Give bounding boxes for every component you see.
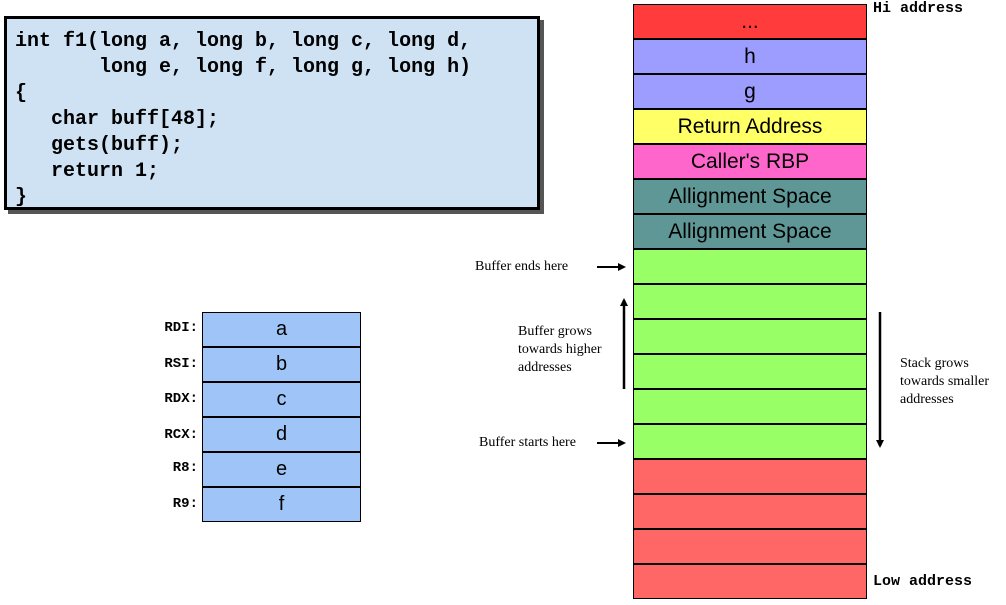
stack-grows-label: Stack grows towards smaller addresses xyxy=(900,355,989,409)
stack-cell xyxy=(633,564,867,599)
stack-cell xyxy=(633,494,867,529)
code-line: long e, long f, long g, long h) xyxy=(15,55,471,81)
register-name-rcx: RCX: xyxy=(138,427,198,443)
register-name-rdi: RDI: xyxy=(138,320,198,336)
code-box: int f1(long a, long b, long c, long d, l… xyxy=(4,16,540,210)
code-line: return 1; xyxy=(15,159,159,185)
stack-cell xyxy=(633,319,867,354)
stack-cell xyxy=(633,389,867,424)
stack-grows-line: towards smaller xyxy=(900,373,989,391)
buffer-grows-line: Buffer grows xyxy=(518,323,602,341)
stack-grows-line: addresses xyxy=(900,391,989,409)
stack-cell: Allignment Space xyxy=(633,179,867,214)
stack-grows-line: Stack grows xyxy=(900,355,989,373)
stack-cell xyxy=(633,424,867,459)
hi-address-label: Hi address xyxy=(873,0,963,17)
buffer-grows-line: addresses xyxy=(518,359,602,377)
register-value-rdi: a xyxy=(202,312,361,347)
code-line: int f1(long a, long b, long c, long d, xyxy=(15,29,471,55)
buffer-starts-label: Buffer starts here xyxy=(479,434,576,452)
register-name-rdx: RDX: xyxy=(138,391,198,407)
register-name-r9: R9: xyxy=(138,496,198,512)
register-name-rsi: RSI: xyxy=(138,356,198,372)
stack-cell xyxy=(633,529,867,564)
register-value-r9: f xyxy=(202,487,361,522)
stack-cell: h xyxy=(633,39,867,74)
buffer-grows-label: Buffer grows towards higher addresses xyxy=(518,323,602,377)
register-value-r8: e xyxy=(202,452,361,487)
code-line: { xyxy=(15,81,27,107)
low-address-label: Low address xyxy=(873,573,972,590)
register-value-rdx: c xyxy=(202,382,361,417)
stack-cell: Caller's RBP xyxy=(633,144,867,179)
stack-cell: Return Address xyxy=(633,109,867,144)
code-line: gets(buff); xyxy=(15,133,183,159)
code-line: char buff[48]; xyxy=(15,107,219,133)
stack-cell xyxy=(633,249,867,284)
register-name-r8: R8: xyxy=(138,460,198,476)
stack-cell xyxy=(633,284,867,319)
register-value-rcx: d xyxy=(202,417,361,452)
stack-cell: ... xyxy=(633,4,867,39)
buffer-ends-label: Buffer ends here xyxy=(475,258,568,276)
stack-cell xyxy=(633,459,867,494)
register-value-rsi: b xyxy=(202,347,361,382)
buffer-grows-line: towards higher xyxy=(518,341,602,359)
stack-cell: g xyxy=(633,74,867,109)
stack-cell xyxy=(633,354,867,389)
stack-cell: Allignment Space xyxy=(633,214,867,249)
code-line: } xyxy=(15,185,27,211)
